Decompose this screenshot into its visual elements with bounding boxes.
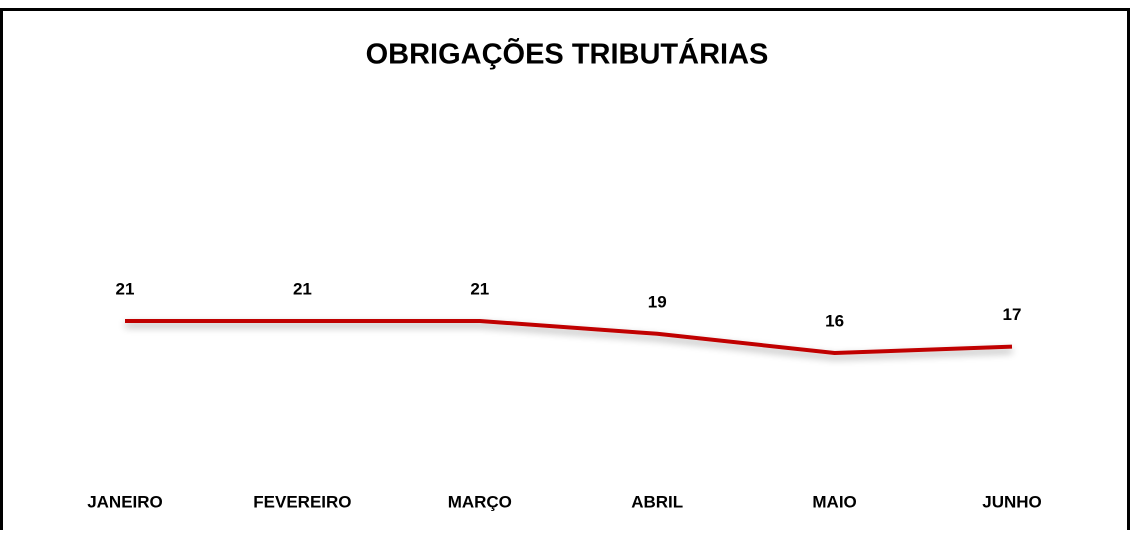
data-label: 21 — [116, 279, 135, 298]
data-label: 21 — [293, 279, 312, 298]
data-label: 21 — [470, 279, 489, 298]
x-tick-label: JANEIRO — [87, 492, 163, 511]
data-label: 17 — [1003, 305, 1022, 324]
x-tick-label: JUNHO — [982, 492, 1042, 511]
data-label: 19 — [648, 292, 667, 311]
x-tick-label: ABRIL — [631, 492, 683, 511]
chart-frame — [0, 8, 1130, 535]
data-label: 16 — [825, 311, 844, 330]
x-tick-label: MAIO — [812, 492, 856, 511]
chart-title: OBRIGAÇÕES TRIBUTÁRIAS — [366, 37, 769, 71]
x-tick-label: FEVEREIRO — [253, 492, 351, 511]
line — [125, 319, 1013, 355]
x-tick-label: MARÇO — [448, 492, 512, 511]
